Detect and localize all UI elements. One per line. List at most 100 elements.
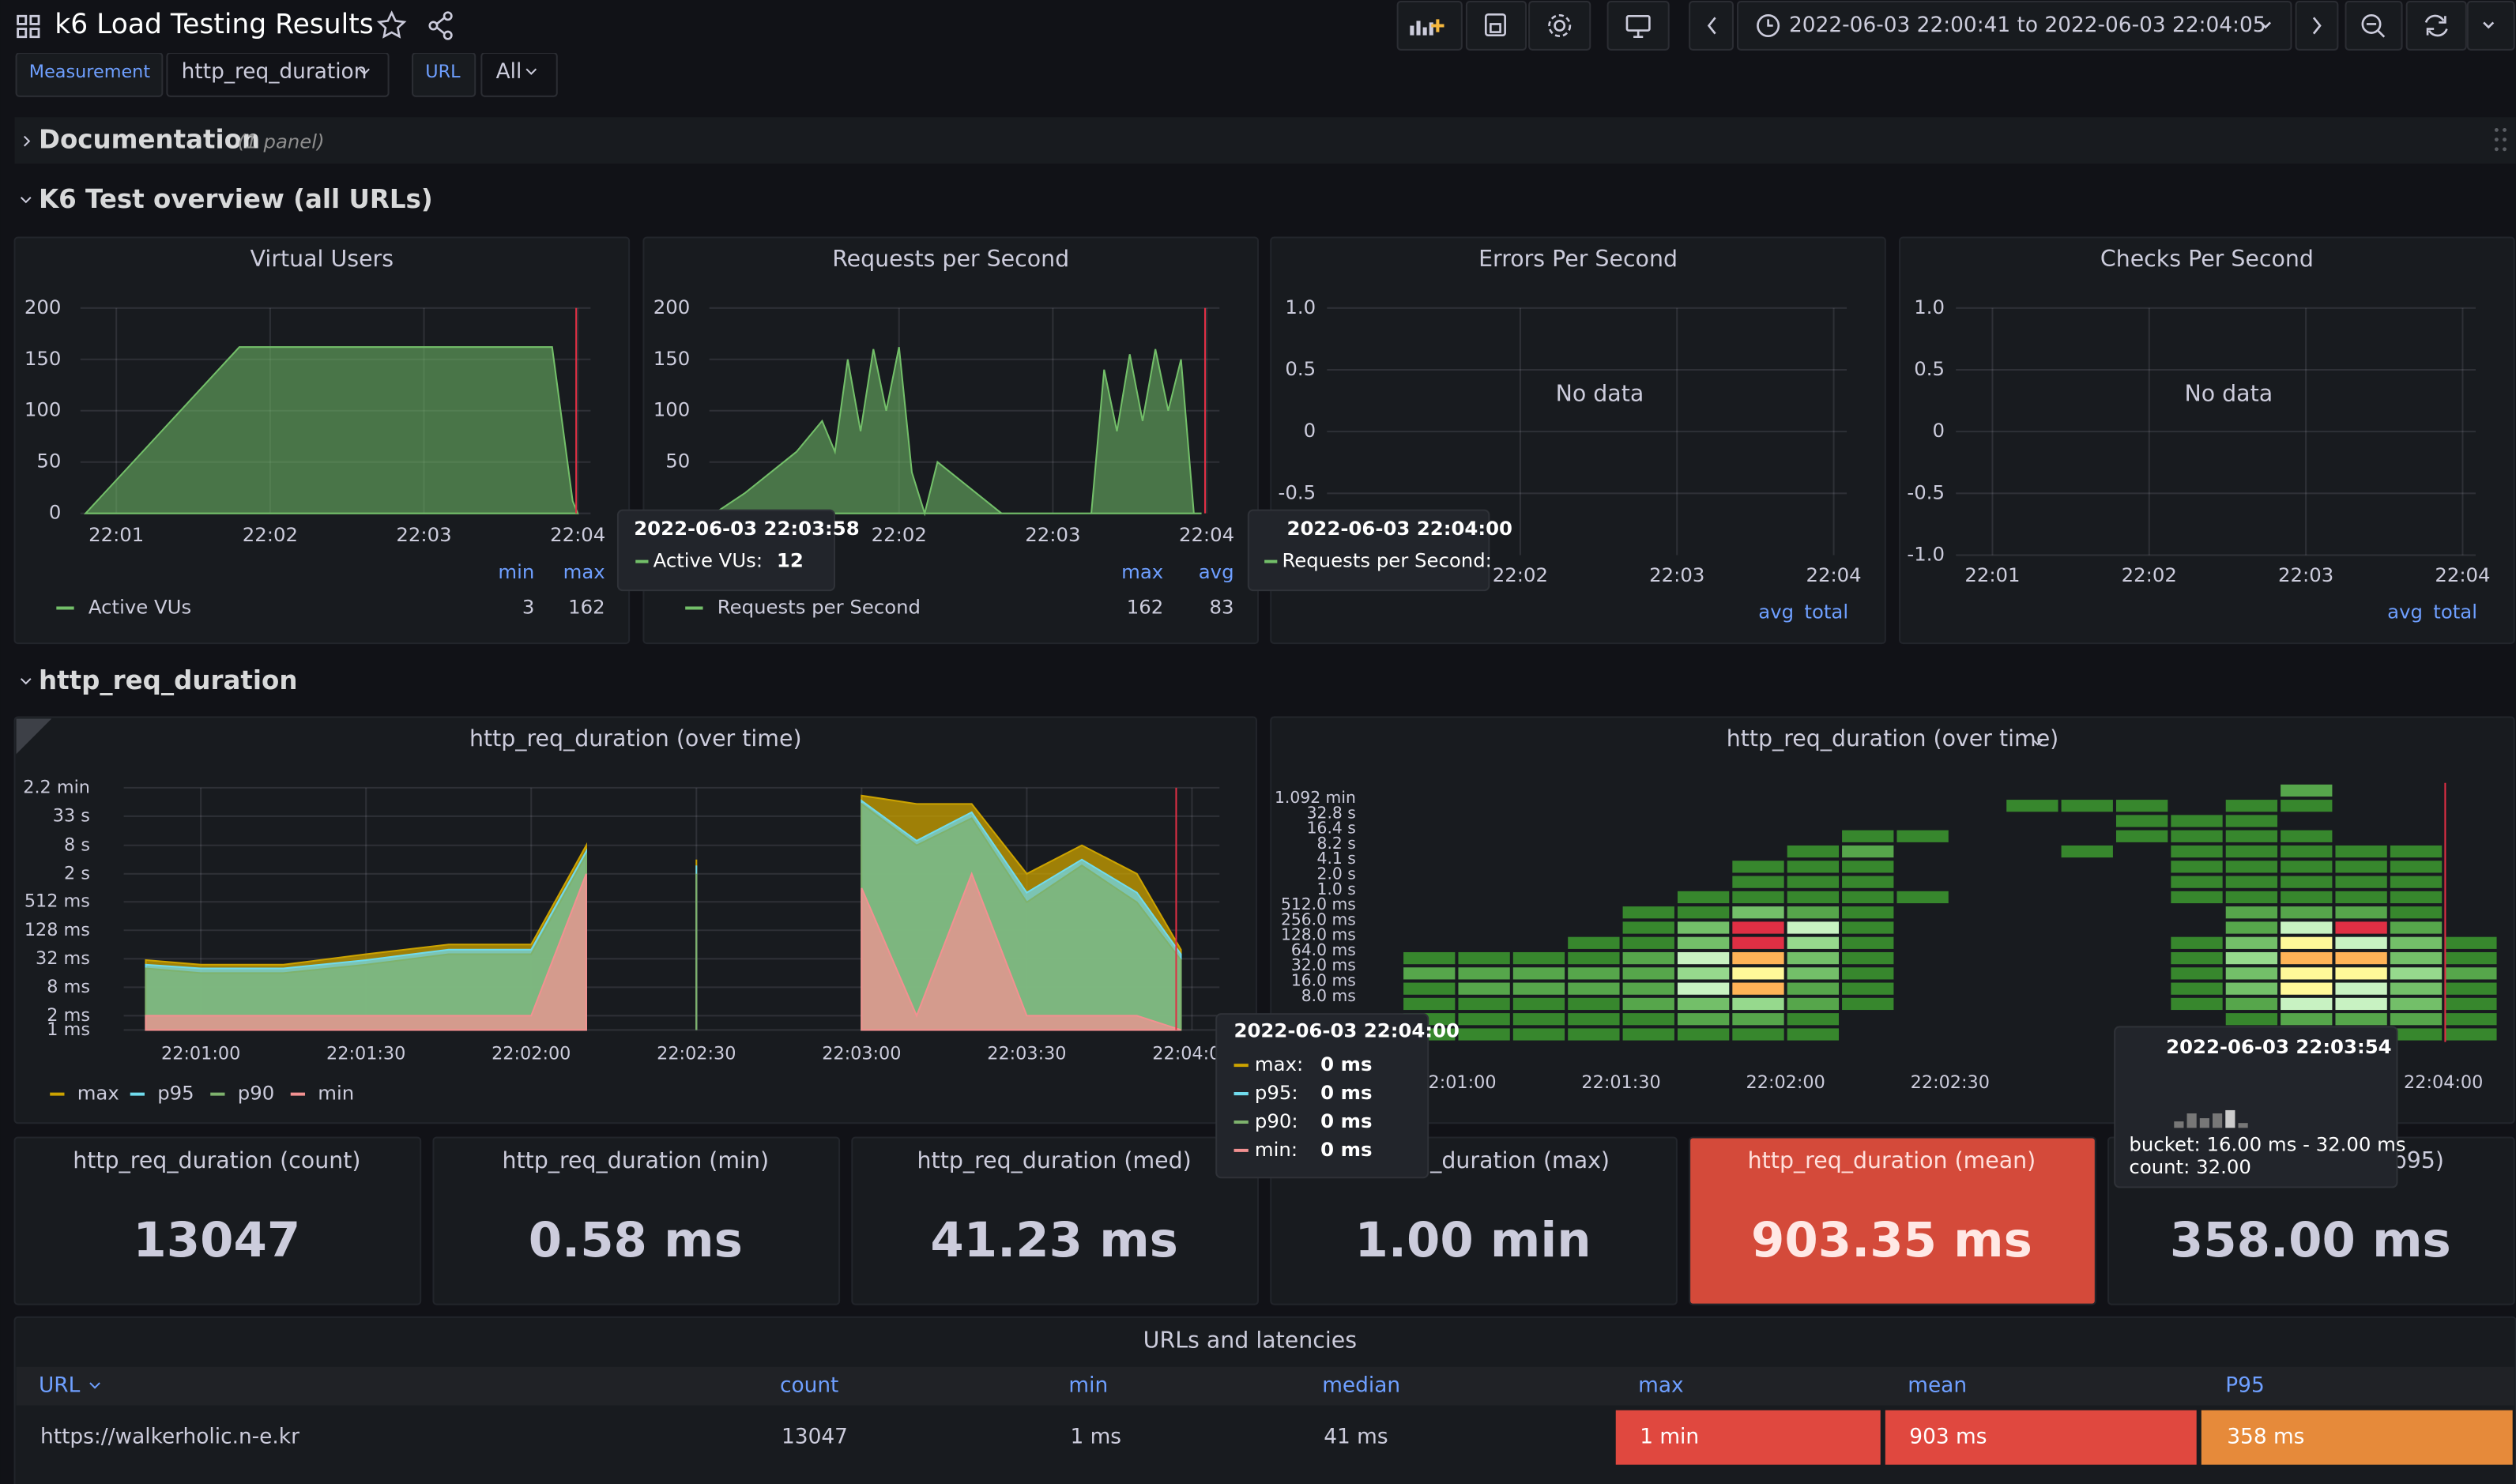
legend-column: avg	[1199, 560, 1234, 583]
y-tick-label: 128.0 ms	[1281, 925, 1356, 944]
heatmap-cell	[2061, 800, 2113, 812]
heatmap-cell	[2225, 830, 2278, 842]
x-tick-label: 22:01:00	[1417, 1072, 1496, 1093]
zoom-out-button[interactable]	[2345, 1, 2403, 51]
x-tick-label: 22:03:30	[987, 1043, 1066, 1064]
y-tick-label: -0.5	[1907, 480, 1945, 503]
time-range[interactable]: 2022-06-03 22:00:41 to 2022-06-03 22:04:…	[1789, 13, 2266, 37]
heatmap-cell	[2171, 830, 2223, 842]
heatmap-cell	[1842, 906, 1894, 919]
area	[83, 346, 579, 514]
tooltip	[1247, 509, 1490, 592]
toolbar-icons	[1410, 13, 2495, 39]
heatmap-cell	[2115, 830, 2168, 842]
row-title[interactable]: http_req_duration	[39, 665, 297, 695]
heatmap-cell	[2335, 936, 2387, 949]
x-tick-label: 22:04:00	[2404, 1072, 2483, 1093]
y-tick-label: 1.0 s	[1317, 879, 1356, 898]
table-cell: 41 ms	[1324, 1426, 1388, 1449]
heatmap-cell	[1622, 997, 1674, 1011]
column-header: P95	[2225, 1374, 2264, 1398]
time-back-button[interactable]	[1689, 1, 1734, 51]
tooltip-histogram	[2225, 1109, 2235, 1128]
heatmap-cell	[2171, 951, 2223, 965]
heatmap-cell	[2225, 800, 2278, 812]
tooltip	[616, 509, 836, 592]
heatmap-cell	[1842, 861, 1894, 873]
tooltip-value: 0 ms	[1320, 1053, 1372, 1075]
heatmap-cell	[2335, 921, 2387, 934]
share-icon[interactable]	[428, 11, 453, 40]
stat-value: 13047	[133, 1212, 300, 1268]
panel-title: http_req_duration (over time)	[1727, 725, 2059, 751]
y-tick-label: 1.0	[1914, 296, 1945, 318]
row-title[interactable]: K6 Test overview (all URLs)	[39, 184, 433, 214]
tooltip-time: 2022-06-03 22:03:54	[2166, 1035, 2391, 1058]
apps-icon[interactable]	[17, 14, 40, 39]
x-tick-label: 22:03:00	[822, 1043, 901, 1064]
heatmap-cell	[1622, 967, 1674, 980]
y-tick-label: 128 ms	[24, 920, 90, 940]
heatmap-cell	[2115, 800, 2168, 812]
legend-label: max	[77, 1082, 119, 1105]
heatmap-cell	[2171, 997, 2223, 1011]
heatmap-cell	[1732, 967, 1784, 980]
row-chevron[interactable]	[20, 197, 32, 204]
row-chevron[interactable]	[24, 135, 31, 147]
y-tick-label: 50	[36, 450, 61, 473]
heatmap-cell	[1458, 997, 1510, 1011]
legend-label: p95	[157, 1082, 194, 1105]
heatmap-cell	[1622, 1028, 1674, 1041]
heatmap-cell	[1787, 936, 1840, 949]
heatmap-cell	[1896, 891, 1949, 904]
stat-value: 41.23 ms	[930, 1212, 1177, 1268]
tv-button[interactable]	[1606, 1, 1670, 51]
legend-value: 162	[1127, 595, 1164, 618]
time-picker[interactable]	[1737, 1, 2292, 51]
y-tick-label: 512.0 ms	[1281, 895, 1356, 913]
settings-button[interactable]	[1528, 1, 1591, 51]
tooltip-label: count: 32.00	[2129, 1155, 2250, 1178]
heatmap-cell	[1622, 1013, 1674, 1026]
y-tick-label: 8.0 ms	[1301, 986, 1356, 1005]
table-cell: 358 ms	[2227, 1426, 2304, 1449]
table-title: URLs and latencies	[1143, 1327, 1357, 1353]
variable-value[interactable]: All	[496, 60, 522, 84]
y-tick-label: 1 ms	[47, 1019, 90, 1040]
time-forward-button[interactable]	[2295, 1, 2339, 51]
heatmap-cell	[2335, 982, 2387, 995]
heatmap-cell	[1787, 845, 1840, 858]
y-tick-label: 4.1 s	[1317, 849, 1356, 868]
heatmap-cell	[1732, 906, 1784, 919]
legend-label: Requests per Second	[718, 595, 921, 618]
star-icon[interactable]	[376, 10, 407, 39]
heatmap-cell	[2281, 830, 2333, 842]
y-tick-label: 1.092 min	[1275, 788, 1356, 807]
row-title[interactable]: Documentation	[39, 125, 260, 155]
stat-title: http_req_duration (mean)	[1748, 1147, 2036, 1173]
tooltip-histogram	[2213, 1113, 2223, 1128]
table-cell: 1 ms	[1070, 1426, 1121, 1449]
tooltip-histogram	[2238, 1123, 2248, 1128]
variable-value[interactable]: http_req_duration	[182, 60, 367, 84]
drag-handle[interactable]	[2494, 128, 2507, 152]
heatmap-cell	[2225, 967, 2278, 980]
heatmap-cell	[1842, 891, 1894, 904]
heatmap-cell	[1732, 936, 1784, 949]
row-chevron[interactable]	[20, 678, 32, 685]
x-tick-label: 22:02	[243, 523, 298, 546]
tooltip-label: min:	[1255, 1138, 1298, 1161]
heatmap-cell	[2445, 967, 2497, 980]
save-button[interactable]	[1465, 1, 1527, 51]
heatmap-cell	[1458, 1013, 1510, 1026]
refresh-button[interactable]	[2405, 1, 2467, 51]
heatmap-cell	[1842, 830, 1894, 842]
heatmap-cell	[2281, 921, 2333, 934]
heatmap-cell	[1842, 982, 1894, 995]
title-chevron	[2032, 739, 2043, 746]
heatmap-cell	[2281, 876, 2333, 888]
heatmap-cell	[2171, 845, 2223, 858]
legend-column: avg	[1758, 601, 1794, 623]
heatmap-cell	[2335, 906, 2387, 919]
heatmap-cell	[1787, 921, 1840, 934]
